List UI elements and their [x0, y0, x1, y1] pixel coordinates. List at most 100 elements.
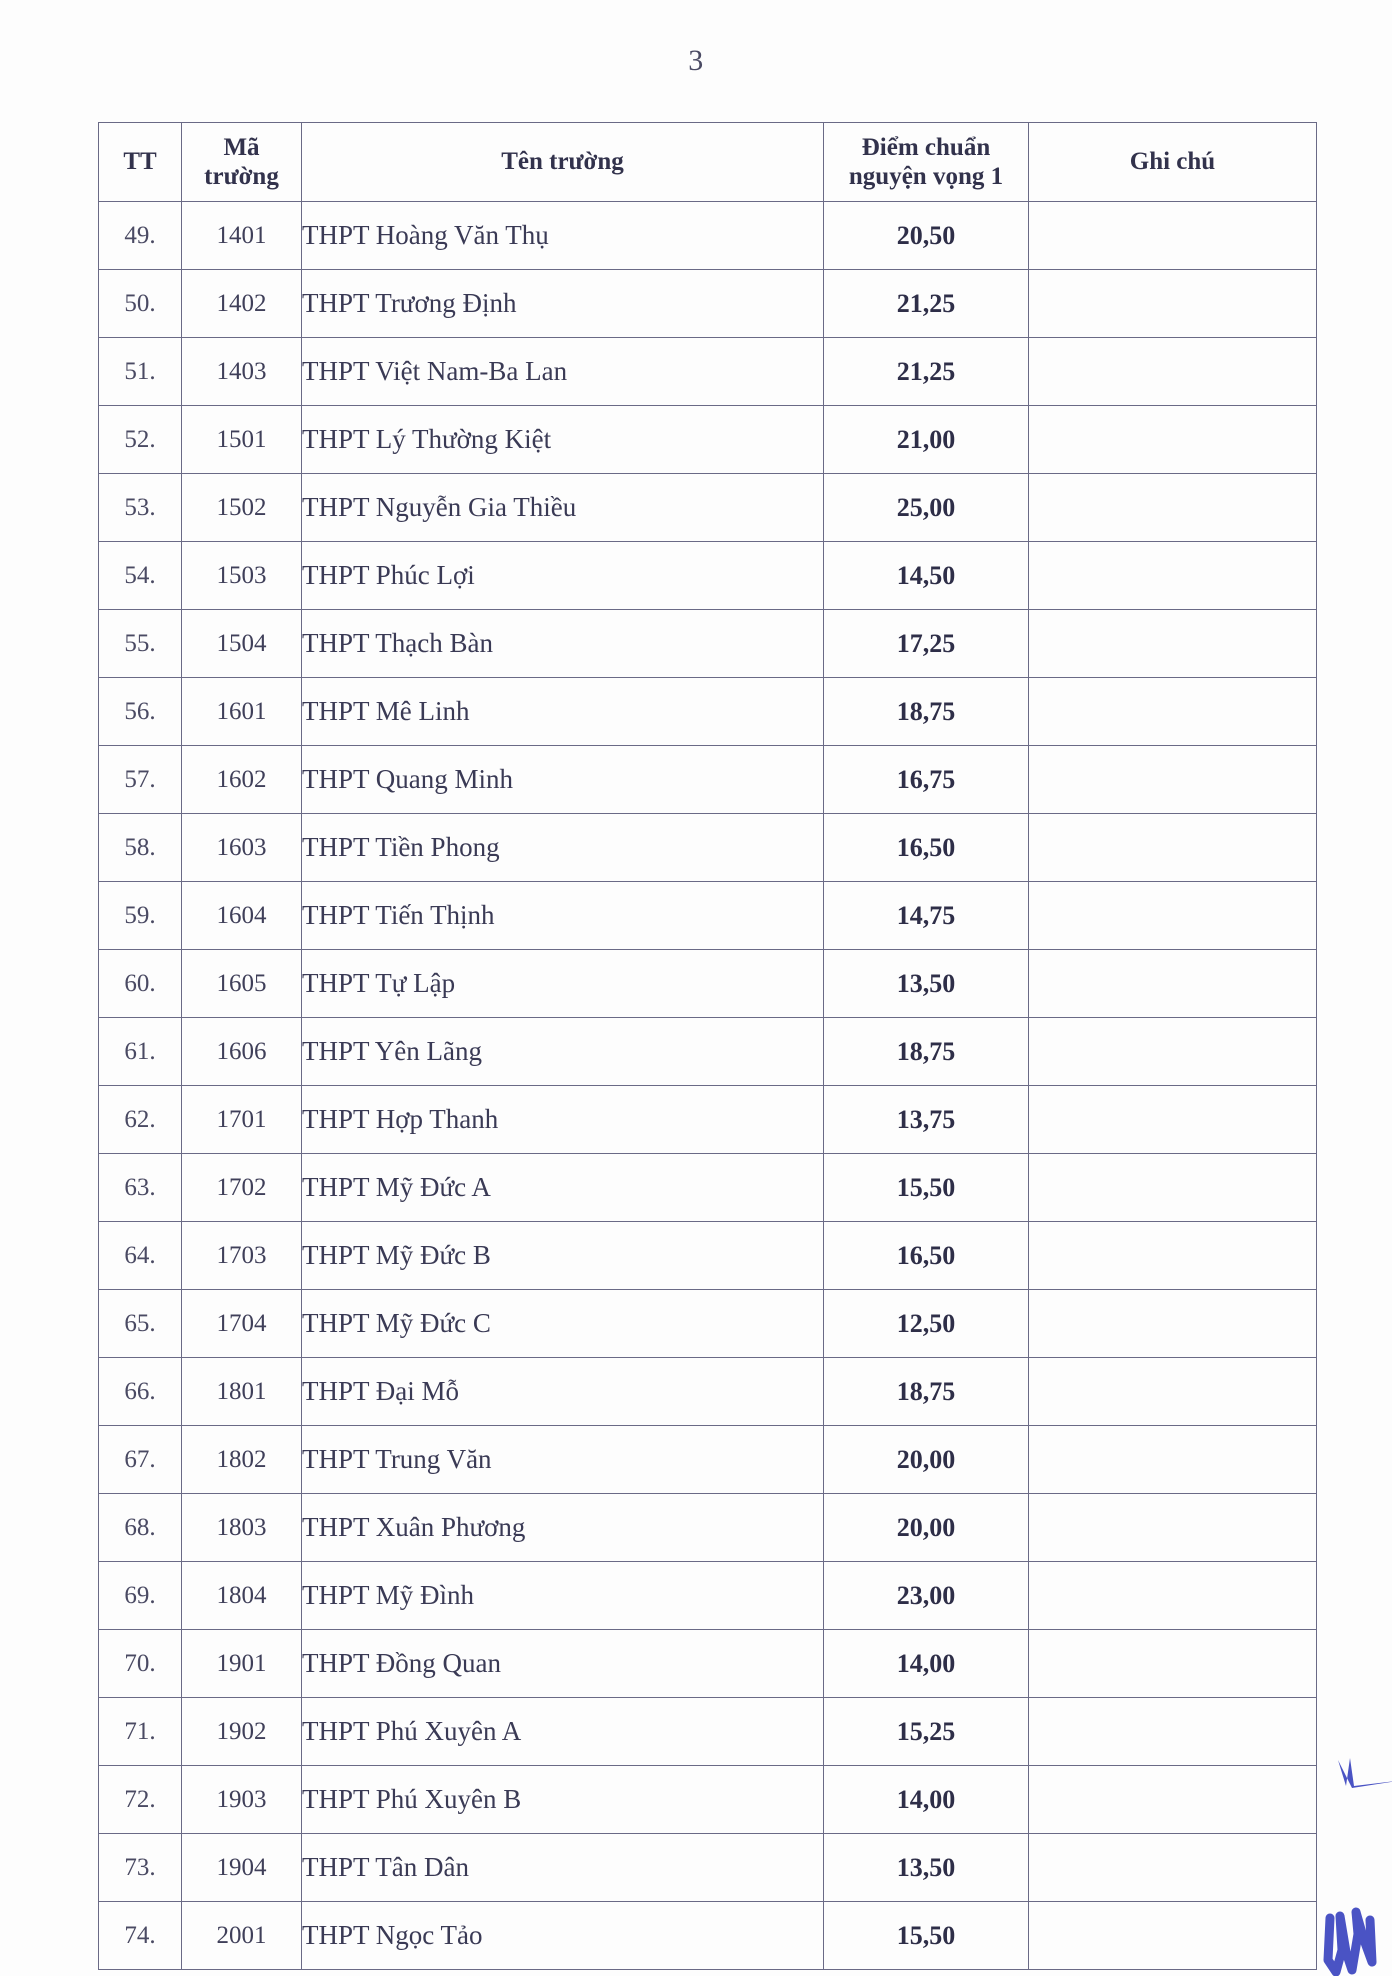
table-row: 64. 1703 THPT Mỹ Đức B 16,50 [98, 1221, 1317, 1290]
table-row: 73. 1904 THPT Tân Dân 13,50 [98, 1833, 1317, 1902]
row-index-cell: 51. [98, 337, 182, 406]
school-name-cell: THPT Tự Lập [301, 949, 824, 1018]
benchmark-score-cell: 17,25 [823, 609, 1029, 678]
school-name-cell: THPT Mỹ Đức A [301, 1153, 824, 1222]
note-cell [1028, 1289, 1317, 1358]
school-name-cell: THPT Mỹ Đình [301, 1561, 824, 1630]
school-code-cell: 1501 [181, 405, 302, 474]
table-row: 59. 1604 THPT Tiến Thịnh 14,75 [98, 881, 1317, 950]
benchmark-score-cell: 13,50 [823, 1833, 1029, 1902]
benchmark-score-cell: 14,00 [823, 1765, 1029, 1834]
row-index-cell: 66. [98, 1357, 182, 1426]
school-name-cell: THPT Lý Thường Kiệt [301, 405, 824, 474]
school-name-cell: THPT Trương Định [301, 269, 824, 338]
benchmark-score-cell: 21,25 [823, 269, 1029, 338]
table-row: 72. 1903 THPT Phú Xuyên B 14,00 [98, 1765, 1317, 1834]
school-code-cell: 1606 [181, 1017, 302, 1086]
row-index-cell: 60. [98, 949, 182, 1018]
table-row: 54. 1503 THPT Phúc Lợi 14,50 [98, 541, 1317, 610]
table-row: 49. 1401 THPT Hoàng Văn Thụ 20,50 [98, 201, 1317, 270]
school-name-cell: THPT Hợp Thanh [301, 1085, 824, 1154]
benchmark-score-cell: 25,00 [823, 473, 1029, 542]
table-row: 51. 1403 THPT Việt Nam-Ba Lan 21,25 [98, 337, 1317, 406]
school-code-cell: 1702 [181, 1153, 302, 1222]
school-name-cell: THPT Phú Xuyên B [301, 1765, 824, 1834]
row-index-cell: 55. [98, 609, 182, 678]
table-row: 67. 1802 THPT Trung Văn 20,00 [98, 1425, 1317, 1494]
school-code-cell: 1401 [181, 201, 302, 270]
note-cell [1028, 337, 1317, 406]
column-header-school-code-line1: Mã [223, 133, 260, 161]
row-index-cell: 52. [98, 405, 182, 474]
school-code-cell: 1802 [181, 1425, 302, 1494]
table-row: 65. 1704 THPT Mỹ Đức C 12,50 [98, 1289, 1317, 1358]
school-name-cell: THPT Việt Nam-Ba Lan [301, 337, 824, 406]
school-name-cell: THPT Mỹ Đức C [301, 1289, 824, 1358]
note-cell [1028, 473, 1317, 542]
benchmark-score-cell: 13,50 [823, 949, 1029, 1018]
table-row: 74. 2001 THPT Ngọc Tảo 15,50 [98, 1901, 1317, 1970]
table-row: 50. 1402 THPT Trương Định 21,25 [98, 269, 1317, 338]
school-code-cell: 1804 [181, 1561, 302, 1630]
pen-initials-mark-icon [1316, 1900, 1386, 1977]
benchmark-score-cell: 15,50 [823, 1901, 1029, 1970]
table-row: 63. 1702 THPT Mỹ Đức A 15,50 [98, 1153, 1317, 1222]
table-row: 58. 1603 THPT Tiền Phong 16,50 [98, 813, 1317, 882]
note-cell [1028, 1561, 1317, 1630]
benchmark-score-cell: 20,00 [823, 1425, 1029, 1494]
note-cell [1028, 1357, 1317, 1426]
row-index-cell: 56. [98, 677, 182, 746]
row-index-cell: 61. [98, 1017, 182, 1086]
school-code-cell: 1403 [181, 337, 302, 406]
benchmark-score-cell: 14,75 [823, 881, 1029, 950]
table-row: 68. 1803 THPT Xuân Phương 20,00 [98, 1493, 1317, 1562]
benchmark-score-cell: 18,75 [823, 1017, 1029, 1086]
school-code-cell: 1504 [181, 609, 302, 678]
column-header-school-name: Tên trường [301, 122, 824, 202]
school-code-cell: 1503 [181, 541, 302, 610]
benchmark-score-cell: 14,50 [823, 541, 1029, 610]
column-header-benchmark-score: Điểm chuẩn nguyện vọng 1 [823, 122, 1029, 202]
school-code-cell: 1604 [181, 881, 302, 950]
school-code-cell: 1903 [181, 1765, 302, 1834]
table-row: 56. 1601 THPT Mê Linh 18,75 [98, 677, 1317, 746]
note-cell [1028, 881, 1317, 950]
column-header-note-label: Ghi chú [1129, 148, 1216, 176]
row-index-cell: 67. [98, 1425, 182, 1494]
school-name-cell: THPT Tiến Thịnh [301, 881, 824, 950]
note-cell [1028, 1629, 1317, 1698]
school-name-cell: THPT Phúc Lợi [301, 541, 824, 610]
note-cell [1028, 1765, 1317, 1834]
column-header-note: Ghi chú [1028, 122, 1317, 202]
school-code-cell: 1603 [181, 813, 302, 882]
benchmark-score-cell: 18,75 [823, 1357, 1029, 1426]
table-row: 62. 1701 THPT Hợp Thanh 13,75 [98, 1085, 1317, 1154]
table-row: 57. 1602 THPT Quang Minh 16,75 [98, 745, 1317, 814]
column-header-tt: TT [98, 122, 182, 202]
benchmark-score-cell: 16,50 [823, 813, 1029, 882]
benchmark-score-cell: 20,50 [823, 201, 1029, 270]
table-row: 52. 1501 THPT Lý Thường Kiệt 21,00 [98, 405, 1317, 474]
note-cell [1028, 1833, 1317, 1902]
school-code-cell: 1902 [181, 1697, 302, 1766]
row-index-cell: 71. [98, 1697, 182, 1766]
column-header-benchmark-score-line2: nguyện vọng 1 [848, 163, 1004, 190]
school-name-cell: THPT Trung Văn [301, 1425, 824, 1494]
note-cell [1028, 201, 1317, 270]
school-name-cell: THPT Hoàng Văn Thụ [301, 201, 824, 270]
note-cell [1028, 609, 1317, 678]
note-cell [1028, 745, 1317, 814]
school-code-cell: 1602 [181, 745, 302, 814]
note-cell [1028, 1493, 1317, 1562]
benchmark-score-cell: 12,50 [823, 1289, 1029, 1358]
school-code-cell: 1704 [181, 1289, 302, 1358]
column-header-benchmark-score-line1: Điểm chuẩn [861, 133, 991, 161]
school-code-cell: 1901 [181, 1629, 302, 1698]
benchmark-score-cell: 16,75 [823, 745, 1029, 814]
school-name-cell: THPT Đồng Quan [301, 1629, 824, 1698]
school-name-cell: THPT Thạch Bàn [301, 609, 824, 678]
benchmark-score-cell: 15,50 [823, 1153, 1029, 1222]
benchmark-score-cell: 21,25 [823, 337, 1029, 406]
school-name-cell: THPT Nguyễn Gia Thiều [301, 473, 824, 542]
